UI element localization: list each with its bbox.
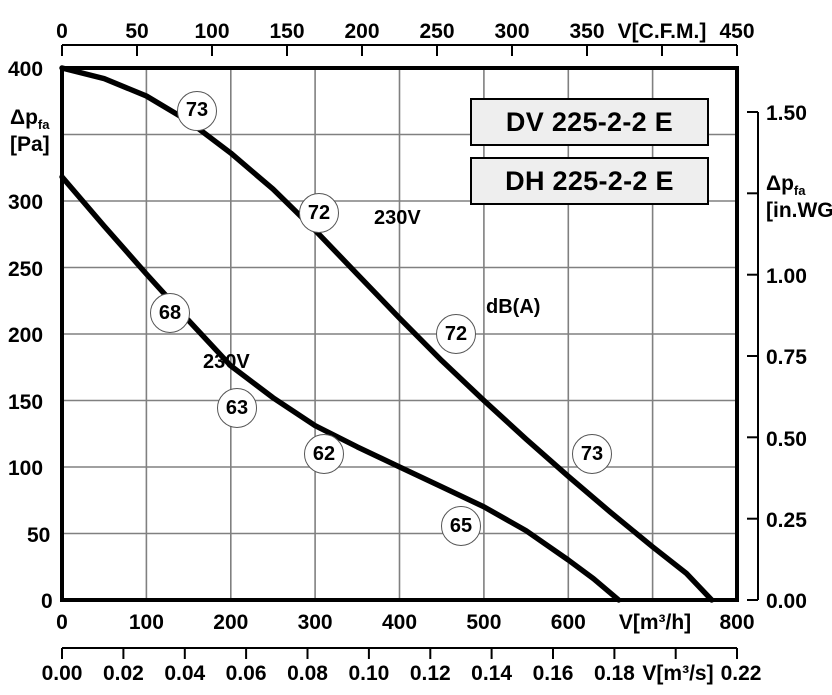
- bottom2-tick-0-08: 0.08: [287, 662, 328, 685]
- right-axis-label: Δpfa [in.WG]: [766, 172, 832, 222]
- gridlines: [62, 68, 737, 600]
- top-tick-200: 200: [344, 20, 380, 43]
- plot-frame: [60, 66, 739, 602]
- curve-dv-225-2-2-e: [59, 65, 715, 603]
- noise-marker: 65: [441, 506, 481, 546]
- noise-marker: 72: [436, 314, 476, 354]
- right-tick-0-25: 0.25: [766, 509, 807, 532]
- right-tick-0-00: 0.00: [766, 590, 807, 613]
- bottom2-axis-label: V[m³/s]: [642, 662, 714, 685]
- noise-marker: 73: [572, 434, 612, 474]
- right-axis-label-unit: [in.WG]: [766, 198, 832, 222]
- noise-marker: 73: [177, 90, 217, 131]
- bottom-tick-100: 100: [128, 611, 164, 634]
- top-tick-350: 350: [569, 20, 605, 43]
- bottom2-tick-0-14: 0.14: [471, 662, 513, 685]
- top-axis: 0 50 100 150 200 250 300 350 V[C.F.M.] 4…: [0, 0, 832, 60]
- left-tick-150: 150: [8, 391, 44, 414]
- left-tick-100: 100: [8, 457, 44, 480]
- left-tick-0: 0: [41, 590, 53, 613]
- top-tick-0: 0: [56, 20, 68, 43]
- left-axis-label-unit: [Pa]: [10, 132, 50, 156]
- bottom-tick-300: 300: [297, 611, 333, 634]
- bottom2-tick-0-02: 0.02: [102, 662, 144, 685]
- bottom-tick-200: 200: [213, 611, 249, 634]
- bottom-tick-0: 0: [56, 611, 68, 634]
- right-tick-1-50: 1.50: [766, 102, 807, 125]
- bottom-tick-800: 800: [719, 611, 755, 634]
- model-box-dv: DV 225-2-2 E: [470, 98, 709, 146]
- left-tick-300: 300: [8, 191, 44, 214]
- bottom-tick-500: 500: [466, 611, 502, 634]
- bottom-tick-600: 600: [550, 611, 586, 634]
- bottom2-tick-0-04: 0.04: [164, 662, 206, 685]
- top-tick-250: 250: [419, 20, 455, 43]
- noise-marker: 63: [217, 388, 257, 428]
- right-tick-0-75: 0.75: [766, 346, 807, 369]
- noise-marker: 62: [304, 434, 344, 474]
- top-axis-label: V[C.F.M.]: [617, 20, 707, 43]
- right-axis-label-symbol: Δp: [766, 172, 794, 195]
- voltage-label-dv: 230V: [374, 207, 421, 229]
- voltage-label-dh: 230V: [203, 351, 250, 373]
- bottom-axis-label: V[m³/h]: [618, 611, 692, 634]
- bottom2-tick-0-00: 0.00: [41, 662, 83, 685]
- bottom2-axis: 0.00 0.02 0.04 0.06 0.08 0.10 0.12 0.14 …: [0, 640, 832, 695]
- right-tick-1-00: 1.00: [766, 265, 807, 288]
- right-tick-0-50: 0.50: [766, 428, 807, 451]
- model-box-dh: DH 225-2-2 E: [470, 157, 709, 205]
- curve-dh-225-2-2-e: [59, 174, 622, 603]
- bottom2-tick-0-16: 0.16: [532, 662, 574, 685]
- bottom2-tick-0-12: 0.12: [409, 662, 451, 685]
- bottom-tick-400: 400: [381, 611, 418, 634]
- top-tick-450: 450: [719, 20, 755, 43]
- top-tick-150: 150: [269, 20, 305, 43]
- bottom2-tick-0-18: 0.18: [593, 662, 635, 685]
- left-tick-50: 50: [27, 524, 51, 547]
- top-tick-100: 100: [194, 20, 230, 43]
- left-axis-label-symbol: Δp: [10, 106, 38, 129]
- left-tick-200: 200: [8, 324, 44, 347]
- top-tick-300: 300: [494, 20, 530, 43]
- top-axis-ruler: [61, 44, 738, 56]
- bottom2-axis-ruler: [61, 647, 738, 659]
- left-axis-label: Δpfa [Pa]: [10, 106, 50, 156]
- left-tick-250: 250: [8, 258, 44, 281]
- bottom2-tick-0-10: 0.10: [348, 662, 390, 685]
- bottom2-tick-0-06: 0.06: [225, 662, 267, 685]
- bottom2-tick-0-22: 0.22: [720, 662, 762, 685]
- top-tick-50: 50: [125, 20, 149, 43]
- left-axis-label-subscript: fa: [37, 117, 50, 133]
- db-a-unit-label: dB(A): [486, 296, 541, 318]
- right-axis-label-subscript: fa: [793, 183, 806, 199]
- left-tick-400: 400: [8, 58, 44, 81]
- noise-marker: 68: [150, 293, 190, 333]
- noise-marker: 72: [299, 193, 339, 233]
